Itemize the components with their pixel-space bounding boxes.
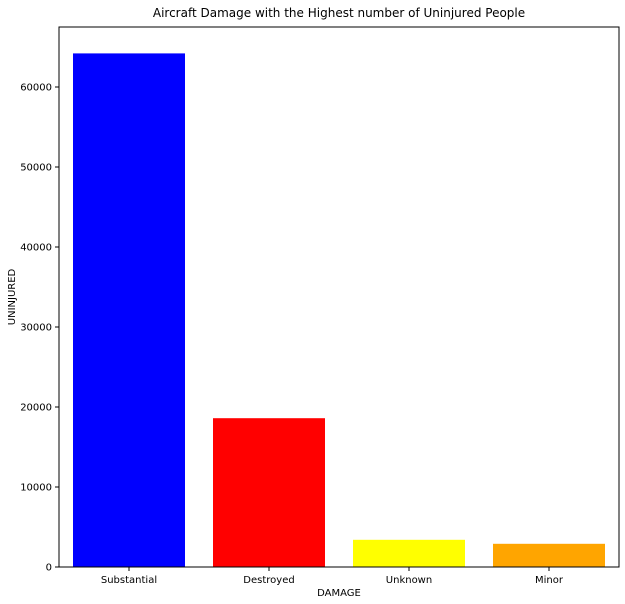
x-tick-label: Destroyed [243, 575, 294, 586]
x-axis-ticks: Substantial Destroyed Unknown Minor [101, 567, 564, 586]
bar-destroyed [213, 418, 325, 567]
y-tick-label: 0 [46, 563, 52, 574]
y-tick-label: 60000 [20, 83, 52, 94]
y-tick-label: 10000 [20, 483, 52, 494]
x-tick-label: Substantial [101, 575, 157, 586]
bar-substantial [73, 53, 185, 567]
x-tick-label: Minor [535, 575, 564, 586]
bars-group [73, 53, 605, 567]
y-tick-label: 40000 [20, 243, 52, 254]
x-tick-label: Unknown [386, 575, 432, 586]
y-tick-label: 20000 [20, 403, 52, 414]
y-axis-label: UNINJURED [7, 268, 18, 325]
bar-unknown [353, 539, 465, 567]
x-axis-label: DAMAGE [317, 588, 361, 599]
bar-minor [493, 543, 605, 567]
plot-frame [58, 26, 620, 568]
chart-title: Aircraft Damage with the Highest number … [153, 6, 525, 20]
y-tick-label: 30000 [20, 323, 52, 334]
y-axis-ticks: 0 10000 20000 30000 40000 50000 60000 [20, 83, 59, 574]
y-tick-label: 50000 [20, 163, 52, 174]
